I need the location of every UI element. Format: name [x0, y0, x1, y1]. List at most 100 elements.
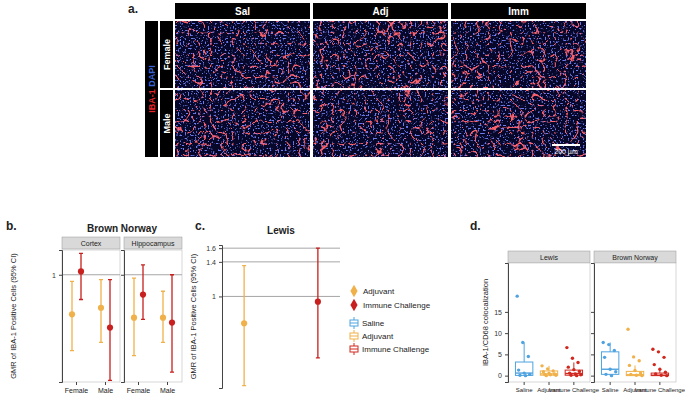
figure: a.SalAdjImmFemaleMaleIBA-1 DAPI200 µmb.B… — [0, 0, 685, 399]
marks — [515, 294, 582, 377]
tick-mark — [505, 354, 508, 355]
tick-label: 1.4 — [206, 259, 216, 266]
point — [603, 356, 606, 359]
point — [572, 368, 575, 371]
point — [601, 341, 604, 344]
point — [664, 371, 667, 374]
legend: Adjuvant Immune Challenge — [350, 285, 430, 311]
tick-mark — [138, 382, 139, 385]
point — [515, 294, 518, 297]
point — [517, 368, 520, 371]
tick-mark — [505, 333, 508, 334]
axis-title: GMR of IBA-1 Positive Cells (95% CI) — [189, 253, 198, 379]
legend-label: Adjuvant — [362, 332, 394, 341]
tick-label: 15 — [494, 309, 502, 316]
point — [241, 320, 247, 326]
point — [140, 291, 146, 297]
axis-line — [505, 264, 509, 383]
legend-label: Adjuvant — [363, 287, 395, 296]
point — [626, 328, 629, 331]
column-header — [175, 3, 310, 19]
tick-label: 1 — [52, 271, 56, 278]
tick: 0 — [498, 372, 508, 379]
facet-title: Lewis — [540, 254, 558, 261]
point — [665, 374, 668, 377]
stain-label-part: DAPI — [147, 65, 157, 89]
tick-mark — [591, 333, 594, 334]
point — [98, 305, 104, 311]
panel-label: d. — [470, 219, 481, 233]
facet-title: Brown Norway — [612, 254, 658, 262]
legend-symbol — [350, 299, 357, 311]
chart-b: b.Brown NorwayGMR of IBA-1 Positive Cell… — [6, 219, 182, 394]
point — [651, 348, 654, 351]
marks — [69, 253, 113, 380]
tick — [591, 354, 594, 355]
tick-mark — [659, 382, 660, 385]
point — [662, 356, 665, 359]
facet-strip — [62, 237, 120, 249]
micrograph — [175, 21, 310, 88]
point — [315, 299, 321, 305]
panel-label: b. — [6, 219, 17, 233]
y-axis: 1 1.4 1.6 — [206, 245, 222, 389]
micrograph — [451, 90, 586, 157]
tick-mark — [524, 382, 525, 385]
plot-frame — [594, 263, 676, 382]
y-axis — [591, 264, 595, 383]
tick-mark — [59, 275, 62, 276]
point — [660, 374, 663, 377]
point — [78, 268, 84, 274]
tick-mark — [573, 382, 574, 385]
legend-symbol — [350, 285, 357, 297]
box — [601, 352, 618, 375]
point — [554, 374, 557, 377]
tick-mark — [505, 312, 508, 313]
legend-symbol — [350, 349, 358, 350]
micrograph-bg — [313, 90, 448, 157]
tick-label: Saline — [516, 387, 533, 393]
tick-mark — [610, 382, 611, 385]
chart-d: d.IBA-1/CD68 colocalizationLewis051015Sa… — [350, 219, 685, 393]
scale-bar-label: 200 µm — [554, 148, 578, 156]
legend-symbol — [350, 336, 358, 337]
legend-label: Saline — [362, 319, 385, 328]
panel-label: a. — [128, 2, 138, 16]
tick-label: 5 — [498, 351, 502, 358]
marks — [241, 248, 321, 385]
point — [654, 372, 657, 375]
tick: 1 — [52, 271, 62, 278]
micrograph-bg — [175, 90, 310, 157]
tick: 1.6 — [206, 245, 222, 252]
tick: 5 — [498, 351, 508, 358]
tick: 10 — [494, 330, 508, 337]
column-header — [313, 3, 448, 19]
micrograph-bg — [313, 21, 448, 88]
point — [575, 374, 578, 377]
tick: 1 — [212, 293, 222, 300]
point — [567, 365, 570, 368]
point — [524, 374, 527, 377]
plot-frame — [124, 250, 182, 382]
row-header — [160, 21, 173, 88]
panel-label: c. — [195, 219, 205, 233]
point — [546, 367, 549, 370]
legend-label: Immune Challenge — [363, 301, 431, 310]
point — [565, 346, 568, 349]
micrograph — [313, 90, 448, 157]
tick — [591, 376, 594, 377]
point — [521, 341, 524, 344]
row-header — [160, 90, 173, 157]
point — [518, 374, 521, 377]
y-axis: 1 — [52, 251, 62, 383]
tick: 1.4 — [206, 259, 222, 266]
whisker — [524, 342, 525, 362]
point — [628, 364, 631, 367]
tick-label: Immune Challenge — [635, 387, 685, 393]
micrograph-bg — [451, 90, 586, 157]
point — [640, 374, 643, 377]
stain-header — [145, 21, 158, 157]
point — [635, 374, 638, 377]
point — [633, 369, 636, 372]
legend: SalineAdjuvantImmune Challenge — [350, 317, 430, 355]
